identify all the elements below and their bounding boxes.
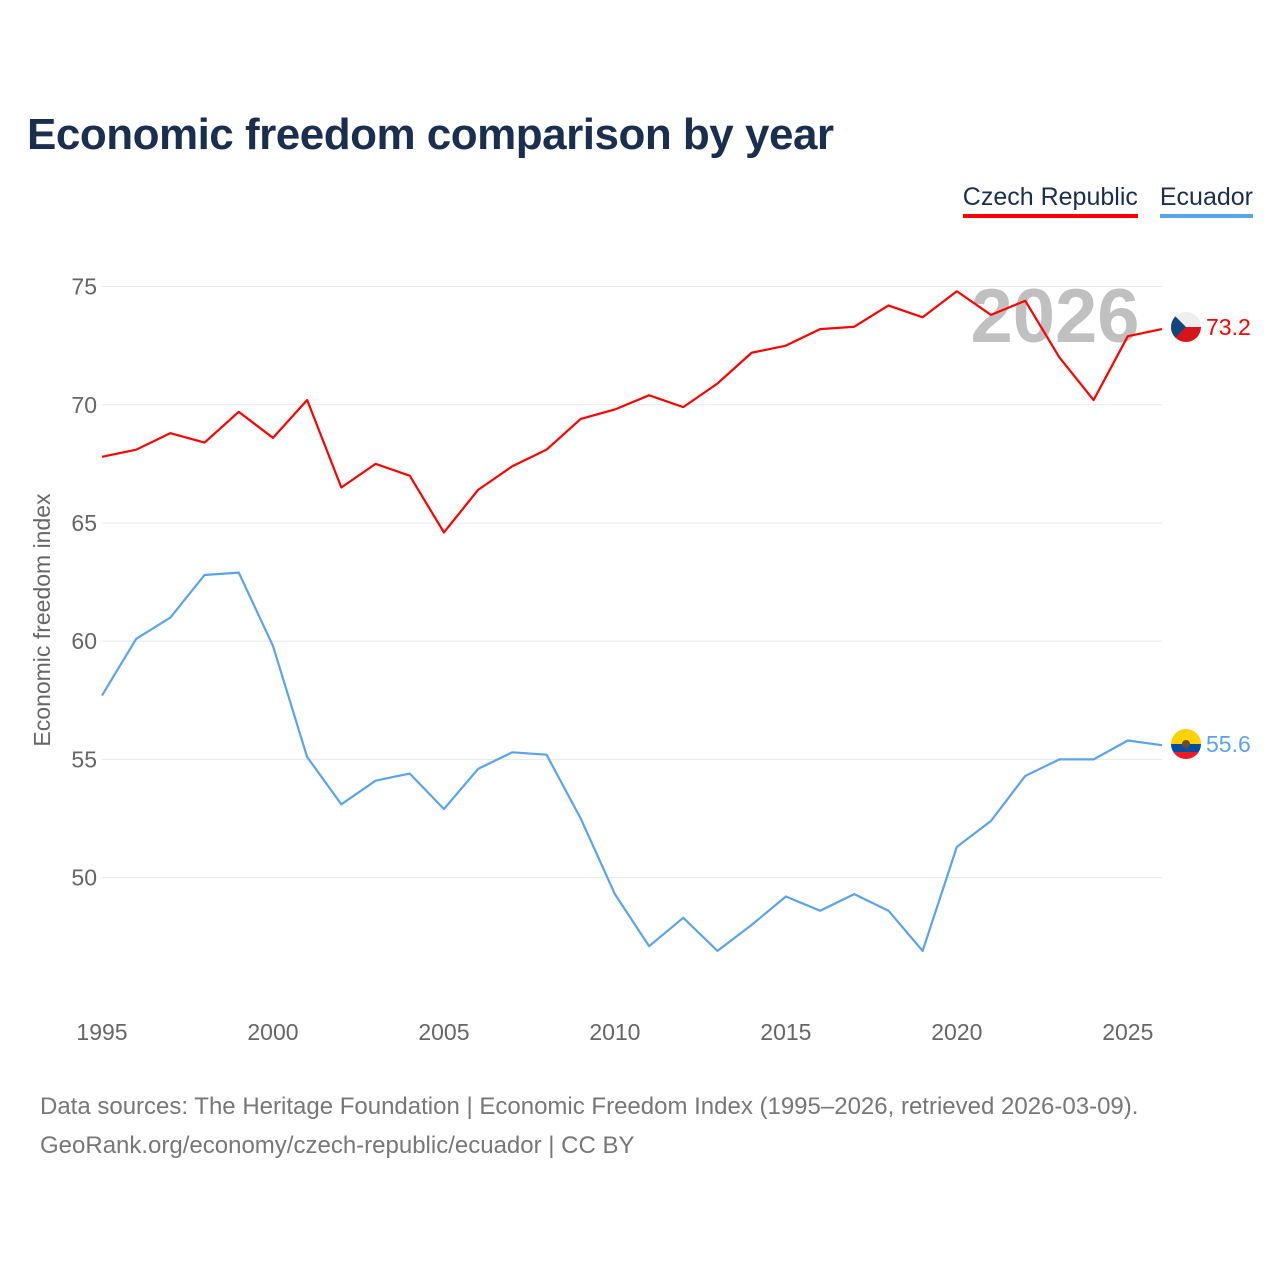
data-point (955, 845, 959, 849)
data-point (1160, 743, 1164, 747)
data-point (408, 474, 412, 478)
data-point (989, 313, 993, 317)
data-point (955, 289, 959, 293)
y-tick-label: 65 (71, 510, 97, 536)
x-tick-label: 2015 (760, 1019, 811, 1045)
ecuador-end-label: 55.6 (1206, 731, 1251, 757)
czech-flag-icon (1171, 312, 1201, 342)
data-point (852, 325, 856, 329)
data-point (750, 923, 754, 927)
data-point (989, 819, 993, 823)
data-point (715, 381, 719, 385)
ecuador-flag-icon (1171, 729, 1201, 759)
chart-title: Economic freedom comparison by year (27, 110, 834, 159)
data-point (1092, 757, 1096, 761)
czech-end-label: 73.2 (1206, 314, 1251, 340)
data-point (886, 909, 890, 913)
legend-czech-republic[interactable]: Czech Republic (962, 183, 1138, 218)
data-point (1057, 757, 1061, 761)
legend: Czech Republic Ecuador (962, 183, 1253, 218)
x-tick-label: 2000 (247, 1019, 298, 1045)
data-point (408, 772, 412, 776)
data-point (134, 637, 138, 641)
data-point (168, 431, 172, 435)
data-point (476, 767, 480, 771)
data-point (374, 462, 378, 466)
source-link[interactable]: GeoRank.org/economy/czech-republic/ecuad… (40, 1132, 635, 1159)
data-point (613, 407, 617, 411)
y-tick-label: 60 (71, 628, 97, 654)
data-point (1092, 398, 1096, 402)
data-point (545, 448, 549, 452)
data-point (134, 448, 138, 452)
data-point (203, 441, 207, 445)
data-point (237, 410, 241, 414)
data-point (510, 750, 514, 754)
data-point (339, 486, 343, 490)
data-point (305, 755, 309, 759)
x-tick-label: 1995 (76, 1019, 127, 1045)
data-point (647, 393, 651, 397)
data-point (750, 351, 754, 355)
x-tick-label: 2020 (931, 1019, 982, 1045)
year-watermark: 2026 (970, 274, 1139, 359)
legend-ecuador[interactable]: Ecuador (1159, 183, 1253, 218)
y-tick-label: 55 (71, 746, 97, 772)
data-point (339, 802, 343, 806)
data-point (1160, 327, 1164, 331)
x-tick-label: 2010 (589, 1019, 640, 1045)
data-point (715, 949, 719, 953)
data-point (168, 616, 172, 620)
data-point (100, 694, 104, 698)
x-tick-label: 2005 (418, 1019, 469, 1045)
data-point (203, 573, 207, 577)
data-point (579, 816, 583, 820)
data-point (1023, 774, 1027, 778)
y-tick-label: 70 (71, 392, 97, 418)
data-point (374, 779, 378, 783)
data-point (1023, 299, 1027, 303)
data-point (886, 303, 890, 307)
data-point (1126, 738, 1130, 742)
data-point (442, 530, 446, 534)
data-point (579, 417, 583, 421)
data-point (921, 315, 925, 319)
data-point (510, 464, 514, 468)
data-point (1126, 334, 1130, 338)
data-point (476, 488, 480, 492)
data-point (1057, 355, 1061, 359)
data-point (921, 949, 925, 953)
y-tick-label: 50 (71, 865, 97, 891)
y-tick-label: 75 (71, 274, 97, 300)
data-point (237, 571, 241, 575)
data-source: Data sources: The Heritage Foundation | … (40, 1093, 1139, 1120)
data-point (545, 753, 549, 757)
data-point (818, 327, 822, 331)
series-line-ecuador (101, 571, 1163, 952)
data-point (305, 398, 309, 402)
data-point (100, 455, 104, 459)
data-point (784, 895, 788, 899)
x-tick-label: 2025 (1102, 1019, 1153, 1045)
footer: Data sources: The Heritage Foundation | … (40, 1087, 1138, 1165)
series-line-czech-republic (101, 290, 1163, 534)
data-point (681, 916, 685, 920)
data-point (442, 807, 446, 811)
data-point (647, 944, 651, 948)
data-point (852, 892, 856, 896)
data-point (613, 892, 617, 896)
data-point (271, 436, 275, 440)
data-point (271, 644, 275, 648)
data-point (681, 405, 685, 409)
data-point (784, 344, 788, 348)
data-point (818, 909, 822, 913)
y-axis-label: Economic freedom index (29, 493, 55, 747)
